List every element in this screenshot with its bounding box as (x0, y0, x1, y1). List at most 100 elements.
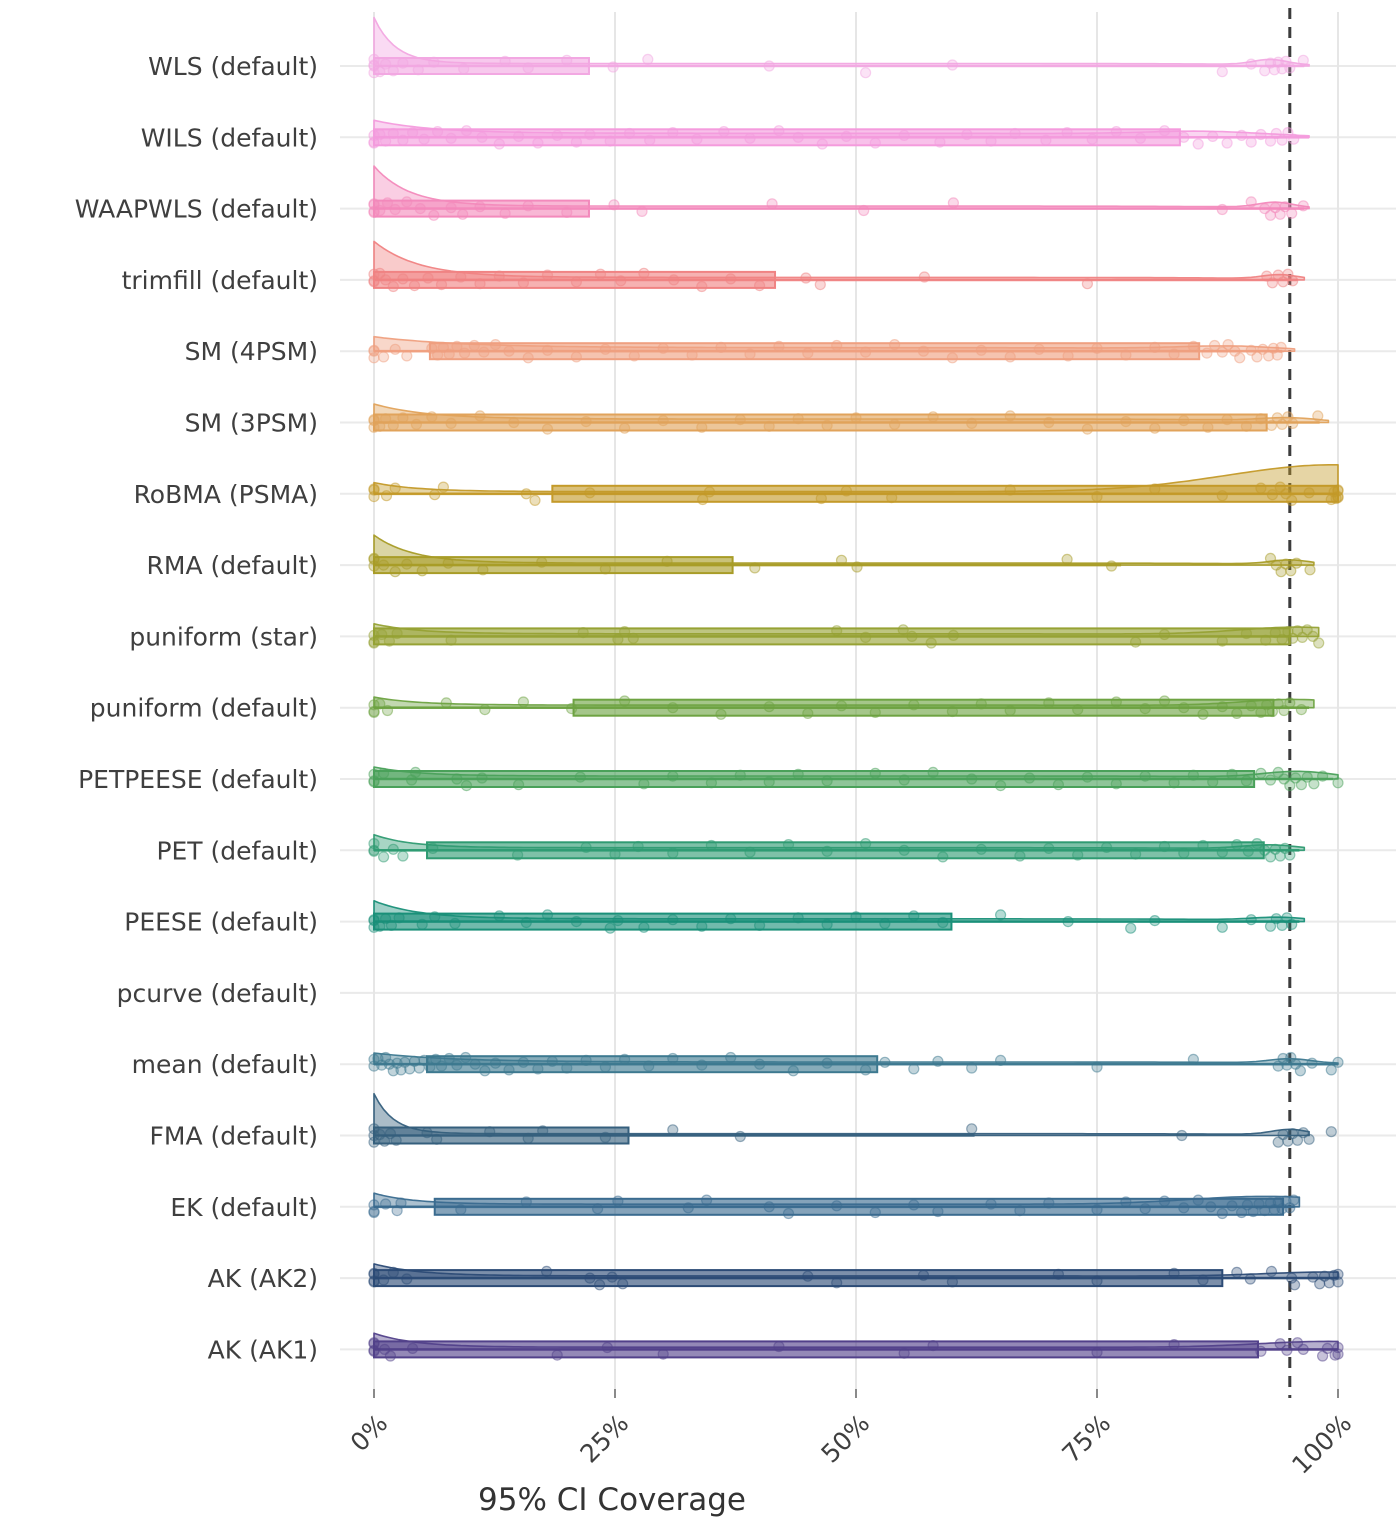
data-point (888, 339, 901, 351)
data-point (1149, 341, 1161, 353)
data-point (1288, 133, 1300, 145)
data-point (1052, 779, 1065, 791)
data-point (368, 1267, 380, 1279)
data-point (551, 1349, 563, 1361)
data-point (1247, 1205, 1259, 1218)
data-point (1303, 1133, 1315, 1145)
data-point (966, 773, 978, 785)
data-point (389, 482, 401, 494)
data-point (696, 421, 708, 433)
data-point (1110, 126, 1122, 138)
data-point (906, 630, 918, 643)
box-iqr (373, 1340, 1259, 1359)
x-axis-title-text: 95% CI Coverage (478, 1482, 746, 1518)
data-point (1245, 58, 1257, 70)
data-point (460, 779, 473, 792)
data-point (667, 1052, 679, 1065)
data-point (503, 345, 515, 357)
data-point (493, 138, 505, 150)
data-point (1178, 1202, 1190, 1214)
data-point (407, 1342, 419, 1355)
data-point (869, 706, 881, 719)
data-point (696, 920, 708, 932)
data-point (1120, 349, 1132, 361)
data-point (898, 774, 910, 786)
data-point (1255, 767, 1267, 779)
data-point (410, 418, 422, 430)
data-point (1255, 482, 1267, 494)
data-point (1187, 340, 1200, 352)
data-point (606, 1271, 618, 1283)
data-point (831, 625, 843, 637)
data-point (1158, 840, 1171, 853)
data-point (407, 127, 419, 139)
data-point (1004, 410, 1016, 422)
data-point (374, 920, 386, 932)
data-point (445, 417, 457, 429)
data-point (1286, 207, 1298, 219)
data-point (580, 416, 592, 428)
data-point (459, 347, 471, 359)
data-point (1255, 413, 1267, 425)
data-point (667, 127, 679, 139)
data-point (1304, 564, 1316, 576)
data-point (1297, 1343, 1309, 1356)
data-point (835, 554, 848, 566)
data-point (859, 1064, 872, 1076)
data-point (458, 63, 470, 75)
data-point (1240, 420, 1253, 432)
data-point (445, 132, 457, 144)
data-point (374, 420, 386, 432)
data-point (1274, 1338, 1286, 1350)
data-point (1062, 350, 1074, 362)
data-point (1332, 1268, 1344, 1280)
data-point (1139, 770, 1151, 782)
data-point (1276, 418, 1288, 430)
data-point (537, 1125, 549, 1137)
data-point (744, 348, 756, 360)
data-point (1120, 416, 1132, 428)
data-point (378, 851, 390, 863)
y-axis-label: PETPEESE (default) (78, 765, 318, 794)
data-point (1240, 627, 1253, 640)
data-point (851, 561, 863, 573)
data-point (627, 632, 639, 644)
data-point (474, 278, 486, 290)
data-point (1321, 1342, 1334, 1355)
data-point (609, 848, 621, 860)
data-point (532, 1063, 544, 1075)
data-point (401, 558, 413, 570)
data-point (821, 419, 833, 431)
x-tick-label: 25% (574, 1409, 634, 1469)
data-point (753, 919, 766, 932)
data-point (1235, 129, 1248, 141)
data-point (451, 340, 463, 352)
data-point (1197, 839, 1209, 852)
data-point (1192, 1194, 1204, 1206)
box-iqr (572, 698, 1275, 717)
data-point (1284, 62, 1296, 74)
data-point (1226, 768, 1238, 780)
data-point (368, 1337, 380, 1349)
data-point (1091, 1275, 1103, 1287)
data-point (368, 1205, 380, 1218)
data-point (1208, 339, 1221, 352)
data-point (917, 1269, 930, 1281)
data-point (917, 345, 930, 357)
y-axis-label: RMA (default) (147, 551, 318, 580)
data-point (476, 772, 488, 784)
data-point (1266, 705, 1279, 718)
data-point (1265, 1265, 1278, 1278)
data-point (1100, 841, 1113, 854)
data-point (429, 489, 441, 501)
data-point (479, 1065, 491, 1077)
data-point (1216, 846, 1228, 858)
data-point (1178, 847, 1190, 859)
data-point (1216, 1207, 1228, 1220)
data-point (374, 66, 386, 78)
data-point (831, 339, 843, 352)
data-point (536, 556, 548, 568)
data-point (734, 769, 746, 781)
data-point (1303, 487, 1315, 499)
data-point (908, 910, 920, 922)
